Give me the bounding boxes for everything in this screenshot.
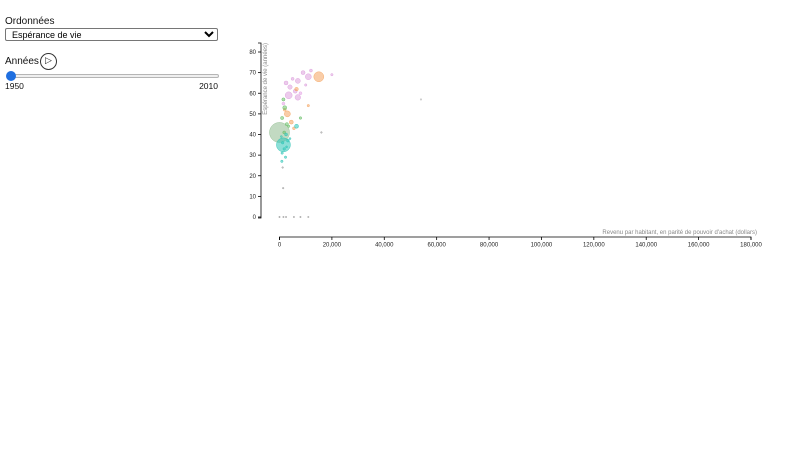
data-point[interactable] xyxy=(285,145,288,149)
x-tick-label: 80,000 xyxy=(480,243,499,249)
points-layer xyxy=(269,68,423,218)
year-row: Années ▷ xyxy=(5,53,221,73)
x-tick-label: 140,000 xyxy=(635,243,657,249)
data-point[interactable] xyxy=(286,139,290,143)
data-point[interactable] xyxy=(287,84,293,90)
data-point[interactable] xyxy=(284,110,291,118)
data-point[interactable] xyxy=(282,105,287,110)
data-point[interactable] xyxy=(281,101,286,106)
data-point[interactable] xyxy=(283,80,289,86)
y-axis-select[interactable]: Espérance de vie xyxy=(5,28,218,41)
data-point[interactable] xyxy=(292,216,295,218)
year-slider-max-label: 2010 xyxy=(199,81,218,91)
data-point[interactable] xyxy=(294,94,301,101)
data-point[interactable] xyxy=(419,98,423,101)
data-point[interactable] xyxy=(295,78,301,84)
data-point[interactable] xyxy=(281,141,285,145)
data-point[interactable] xyxy=(304,83,308,87)
data-point[interactable] xyxy=(282,216,285,218)
x-tick-label: 180,000 xyxy=(740,243,762,249)
data-point[interactable] xyxy=(280,135,283,138)
data-point[interactable] xyxy=(280,151,284,155)
data-point[interactable] xyxy=(284,91,293,100)
data-point[interactable] xyxy=(298,116,303,120)
data-point[interactable] xyxy=(294,124,299,129)
play-button[interactable]: ▷ xyxy=(40,53,57,70)
y-tick-label: 0 xyxy=(253,215,257,221)
data-point[interactable] xyxy=(298,91,303,95)
controls-panel: Ordonnées Espérance de vie Années ▷ xyxy=(5,16,221,73)
year-slider-min-label: 1950 xyxy=(5,81,24,91)
data-point[interactable] xyxy=(294,87,299,92)
year-slider-thumb[interactable] xyxy=(6,71,16,81)
x-tick-label: 60,000 xyxy=(427,243,446,249)
data-point[interactable] xyxy=(292,126,296,130)
year-label: Années xyxy=(5,56,39,67)
x-tick-label: 100,000 xyxy=(531,243,553,249)
data-point[interactable] xyxy=(309,68,313,73)
data-point[interactable] xyxy=(280,159,284,163)
data-point[interactable] xyxy=(305,73,312,80)
x-axis-line xyxy=(279,236,752,240)
data-point[interactable] xyxy=(280,116,284,120)
play-icon: ▷ xyxy=(45,56,52,66)
data-point[interactable] xyxy=(299,216,302,218)
data-point[interactable] xyxy=(287,124,291,128)
y-tick-label: 60 xyxy=(249,91,256,97)
x-tick-label: 120,000 xyxy=(583,243,605,249)
data-point[interactable] xyxy=(330,73,334,77)
y-tick-label: 40 xyxy=(249,133,256,139)
y-axis-title: Espérance de vie (années) xyxy=(263,43,269,115)
y-tick-label: 50 xyxy=(249,112,256,118)
y-tick-label: 70 xyxy=(249,71,256,77)
data-point[interactable] xyxy=(282,187,285,190)
y-axis-selector-label: Ordonnées xyxy=(5,16,55,27)
data-point[interactable] xyxy=(307,216,310,218)
data-point[interactable] xyxy=(285,216,287,218)
x-axis-title: Revenu par habitant, en parité de pouvoi… xyxy=(602,230,757,236)
y-tick-label: 20 xyxy=(249,174,256,180)
data-point[interactable] xyxy=(300,70,306,75)
data-point[interactable] xyxy=(306,104,310,108)
x-tick-label: 40,000 xyxy=(375,243,394,249)
data-point[interactable] xyxy=(290,77,295,81)
year-slider[interactable] xyxy=(5,70,221,82)
data-point[interactable] xyxy=(289,119,294,125)
x-tick-label: 20,000 xyxy=(323,243,342,249)
data-point[interactable] xyxy=(282,147,286,151)
data-point[interactable] xyxy=(284,132,288,137)
y-axis-line xyxy=(258,42,262,219)
data-point[interactable] xyxy=(284,155,287,159)
data-point[interactable] xyxy=(288,137,292,140)
data-point[interactable] xyxy=(281,166,284,169)
data-point[interactable] xyxy=(313,71,325,82)
x-axis: 0 20,000 40,000 60,000 80,000 100,000 120,000 1… xyxy=(278,236,763,249)
x-tick-label: 0 xyxy=(278,243,282,249)
data-point[interactable] xyxy=(278,216,281,218)
data-point[interactable] xyxy=(281,97,286,102)
data-point[interactable] xyxy=(320,131,323,134)
y-tick-label: 10 xyxy=(249,194,256,200)
data-point[interactable] xyxy=(284,122,289,127)
y-axis: 0 10 20 30 40 50 60 70 80 xyxy=(249,42,262,221)
x-tick-label: 160,000 xyxy=(688,243,710,249)
y-tick-label: 30 xyxy=(249,153,256,159)
y-tick-label: 80 xyxy=(249,50,256,56)
